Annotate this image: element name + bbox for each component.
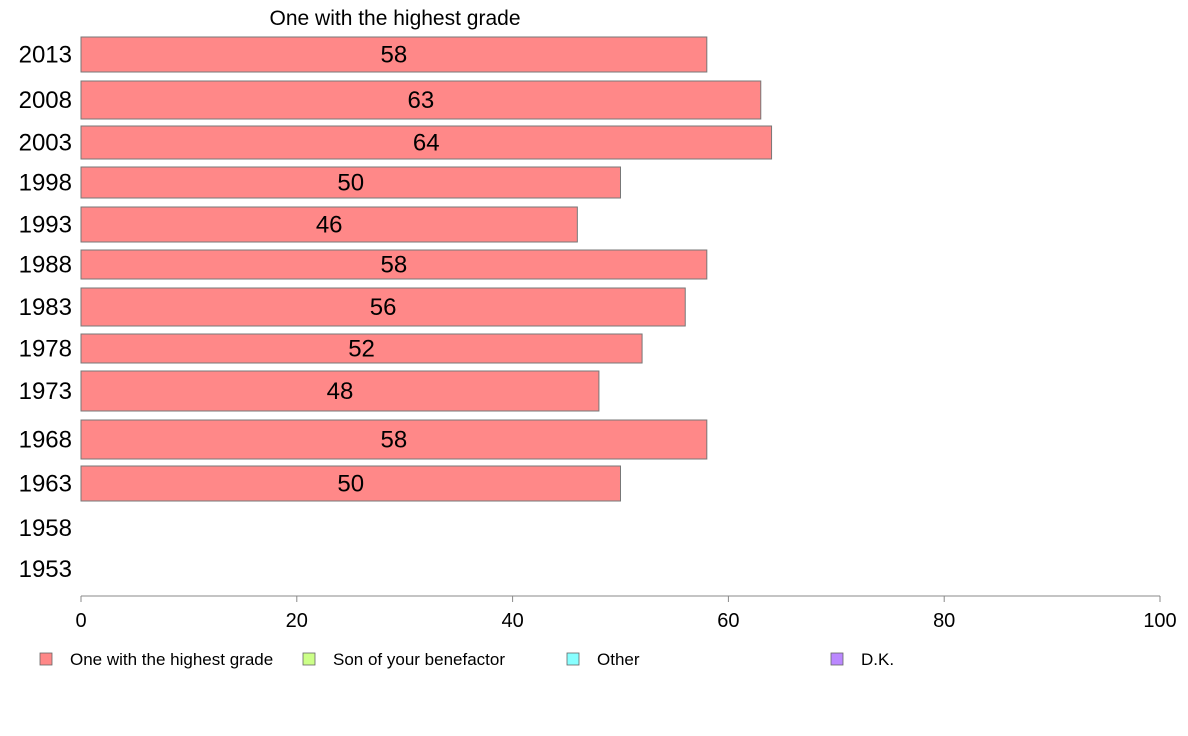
bar-1983: [80, 287, 686, 327]
legend-swatch-2: [566, 652, 580, 666]
category-label-1983: 1983: [19, 294, 72, 321]
bar-label-1993: 46: [316, 212, 343, 239]
bar-label-2003: 64: [413, 130, 440, 157]
legend-swatch-3: [830, 652, 844, 666]
bar-2013: [80, 36, 708, 73]
bar-1963: [80, 465, 621, 502]
category-labels: 2013 2008 2003 1998 1993 1988 1983 1978 1973 1968…: [19, 42, 72, 584]
bar-1998: [80, 166, 621, 199]
bar-label-1963: 50: [337, 471, 364, 498]
bar-label-2008: 63: [408, 87, 435, 114]
bar-2008: [80, 80, 762, 120]
category-label-1993: 1993: [19, 212, 72, 239]
bar-label-1978: 52: [348, 336, 375, 363]
legend-label-2: Other: [597, 650, 640, 669]
x-axis: 0 20 40 60 80 100: [75, 595, 1177, 632]
x-tick-label-100: 100: [1143, 610, 1176, 632]
legend-label-0: One with the highest grade: [70, 650, 273, 669]
x-tick-label-80: 80: [933, 610, 955, 632]
bar-1993: [80, 206, 578, 243]
x-tick-label-60: 60: [717, 610, 739, 632]
bar-label-1973: 48: [327, 378, 354, 405]
bars: [80, 36, 773, 502]
bar-2003: [80, 125, 773, 160]
bar-label-1983: 56: [370, 294, 397, 321]
legend-label-3: D.K.: [861, 650, 894, 669]
bar-label-1998: 50: [337, 170, 364, 197]
category-label-1968: 1968: [19, 427, 72, 454]
category-label-1963: 1963: [19, 471, 72, 498]
x-tick-label-20: 20: [286, 610, 308, 632]
category-label-2008: 2008: [19, 87, 72, 114]
category-label-1958: 1958: [19, 515, 72, 542]
legend-swatch-1: [302, 652, 316, 666]
bar-label-1968: 58: [381, 427, 408, 454]
category-label-1988: 1988: [19, 252, 72, 279]
legend-swatch-0: [39, 652, 53, 666]
chart-title: One with the highest grade: [270, 7, 521, 30]
x-tick-label-40: 40: [501, 610, 523, 632]
category-label-1978: 1978: [19, 336, 72, 363]
category-label-1953: 1953: [19, 556, 72, 583]
legend: One with the highest grade Son of your be…: [39, 650, 894, 669]
category-label-2003: 2003: [19, 130, 72, 157]
category-label-2013: 2013: [19, 42, 72, 69]
bar-label-1988: 58: [381, 252, 408, 279]
x-tick-label-0: 0: [75, 610, 86, 632]
bar-1973: [80, 370, 600, 412]
category-label-1973: 1973: [19, 378, 72, 405]
legend-label-1: Son of your benefactor: [333, 650, 505, 669]
bar-label-2013: 58: [381, 42, 408, 69]
bar-1988: [80, 249, 708, 280]
bar-1978: [80, 333, 643, 364]
category-label-1998: 1998: [19, 170, 72, 197]
bar-1968: [80, 419, 708, 460]
